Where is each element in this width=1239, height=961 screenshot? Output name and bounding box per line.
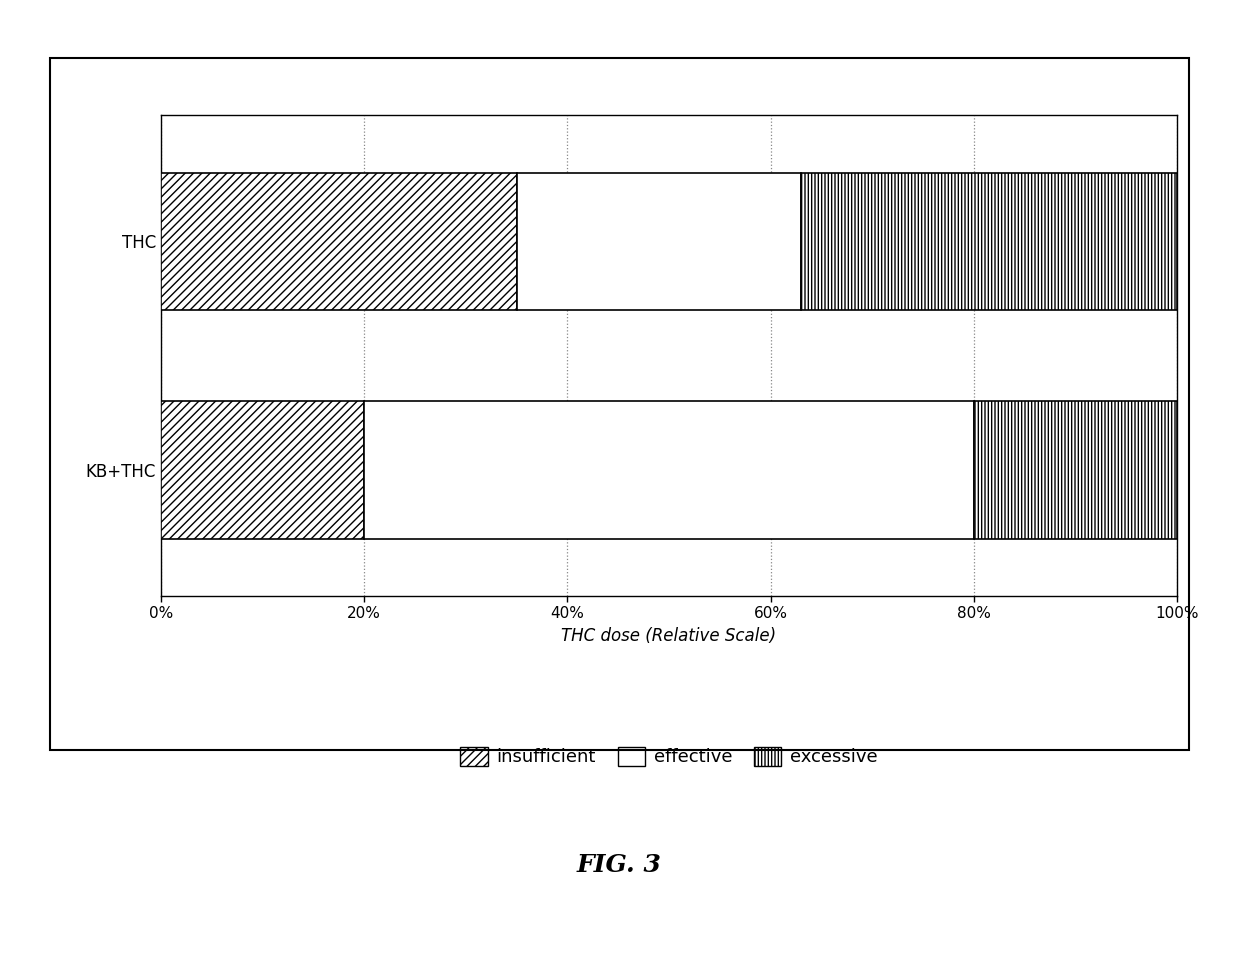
Legend: insufficient, effective, excessive: insufficient, effective, excessive (453, 739, 885, 774)
Bar (517, 173, 802, 309)
Bar (161, 402, 364, 538)
Bar (364, 402, 974, 538)
X-axis label: THC dose (Relative Scale): THC dose (Relative Scale) (561, 627, 777, 645)
Bar (161, 173, 517, 309)
Text: FIG. 3: FIG. 3 (577, 853, 662, 876)
Bar (974, 402, 1177, 538)
Bar (802, 173, 1177, 309)
